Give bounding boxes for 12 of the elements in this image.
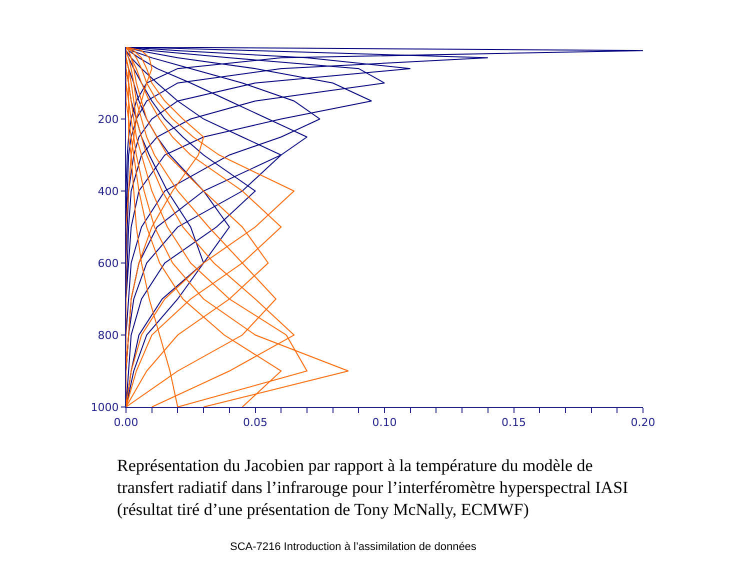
- x-tick-label: 0.05: [243, 416, 268, 430]
- text: Représentation du Jacobien par rapport à la température du modèle de transfert radiatif dans l’infrarouge pour l’interféromètre hyperspectral IASI (résultat tiré d’une présentation de Tony McNally, ECMWF): [117, 456, 629, 520]
- x-tick-label: 0.15: [502, 416, 526, 430]
- y-tick-label: 800: [98, 328, 119, 342]
- y-tick-label: 1000: [90, 400, 119, 414]
- y-tick-label: 600: [98, 256, 119, 270]
- text: SCA-7216 Introduction à l’assimilation de données: [230, 541, 477, 553]
- x-tick-label: 0.00: [114, 416, 138, 430]
- y-tick-label: 200: [98, 112, 119, 126]
- y-tick-label: 400: [98, 184, 119, 198]
- x-tick-label: 0.20: [630, 416, 656, 430]
- x-tick-label: 0.10: [372, 416, 397, 430]
